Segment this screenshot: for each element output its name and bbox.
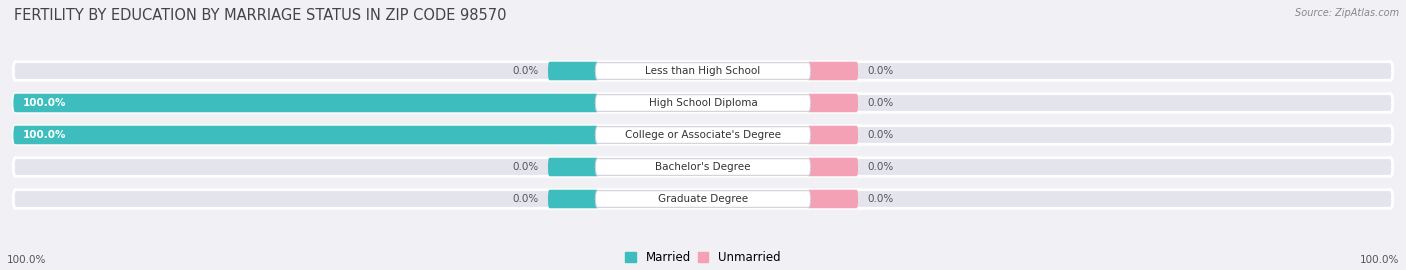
Text: Less than High School: Less than High School — [645, 66, 761, 76]
Text: Bachelor's Degree: Bachelor's Degree — [655, 162, 751, 172]
Text: 0.0%: 0.0% — [868, 98, 894, 108]
FancyBboxPatch shape — [596, 191, 810, 207]
FancyBboxPatch shape — [807, 158, 858, 176]
FancyBboxPatch shape — [807, 126, 858, 144]
FancyBboxPatch shape — [548, 62, 599, 80]
Text: 100.0%: 100.0% — [7, 255, 46, 265]
Text: 0.0%: 0.0% — [868, 130, 894, 140]
Text: Graduate Degree: Graduate Degree — [658, 194, 748, 204]
FancyBboxPatch shape — [13, 126, 1392, 144]
FancyBboxPatch shape — [13, 190, 1392, 208]
Text: Source: ZipAtlas.com: Source: ZipAtlas.com — [1295, 8, 1399, 18]
Text: 100.0%: 100.0% — [22, 98, 66, 108]
Legend: Married, Unmarried: Married, Unmarried — [626, 251, 780, 264]
FancyBboxPatch shape — [596, 127, 810, 143]
FancyBboxPatch shape — [596, 63, 810, 79]
FancyBboxPatch shape — [13, 94, 599, 112]
FancyBboxPatch shape — [807, 190, 858, 208]
Text: 0.0%: 0.0% — [868, 66, 894, 76]
FancyBboxPatch shape — [807, 62, 858, 80]
FancyBboxPatch shape — [596, 159, 810, 175]
FancyBboxPatch shape — [548, 190, 599, 208]
Text: 100.0%: 100.0% — [22, 130, 66, 140]
Text: 100.0%: 100.0% — [1360, 255, 1399, 265]
FancyBboxPatch shape — [807, 94, 858, 112]
Text: 0.0%: 0.0% — [512, 162, 538, 172]
Text: High School Diploma: High School Diploma — [648, 98, 758, 108]
FancyBboxPatch shape — [13, 62, 1392, 80]
Text: 0.0%: 0.0% — [868, 162, 894, 172]
FancyBboxPatch shape — [13, 94, 1392, 112]
FancyBboxPatch shape — [596, 95, 810, 111]
Text: 0.0%: 0.0% — [868, 194, 894, 204]
FancyBboxPatch shape — [13, 126, 599, 144]
Text: 0.0%: 0.0% — [512, 66, 538, 76]
Text: 0.0%: 0.0% — [512, 194, 538, 204]
Text: FERTILITY BY EDUCATION BY MARRIAGE STATUS IN ZIP CODE 98570: FERTILITY BY EDUCATION BY MARRIAGE STATU… — [14, 8, 506, 23]
FancyBboxPatch shape — [13, 158, 1392, 176]
Text: College or Associate's Degree: College or Associate's Degree — [626, 130, 780, 140]
FancyBboxPatch shape — [548, 158, 599, 176]
